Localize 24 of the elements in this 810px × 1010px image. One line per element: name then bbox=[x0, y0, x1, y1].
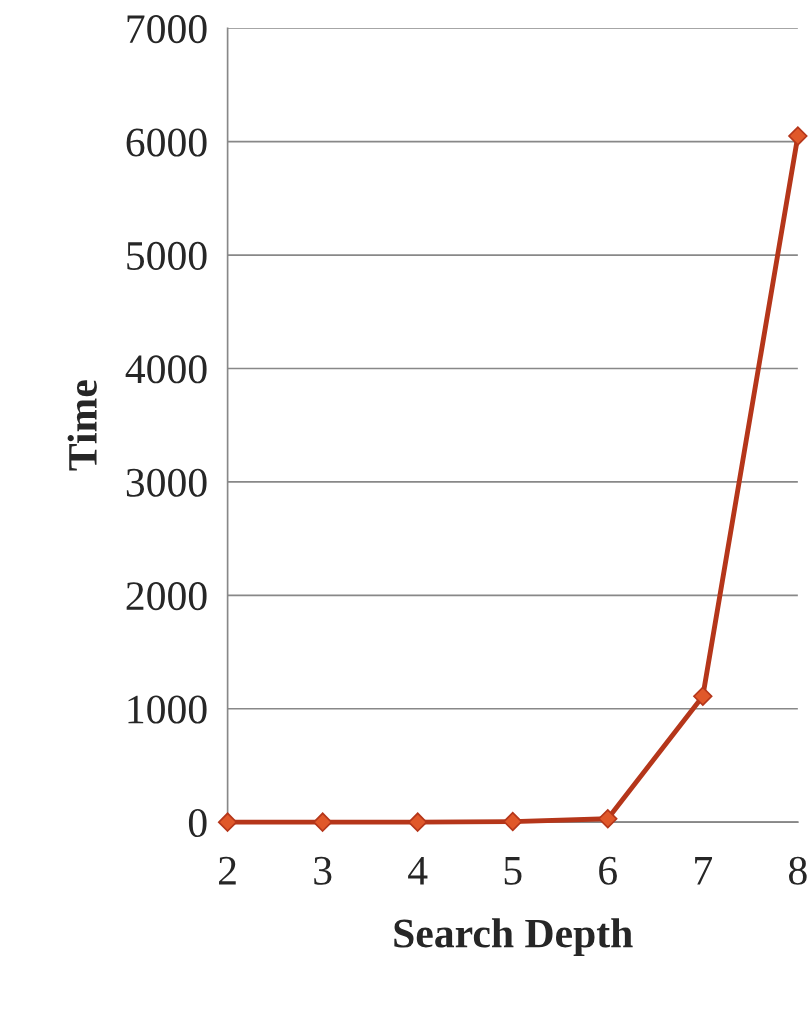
x-tick-label: 8 bbox=[789, 856, 807, 885]
point bbox=[312, 812, 333, 832]
x-tick-label: 3 bbox=[314, 856, 332, 885]
y-tick-label: 4000 bbox=[125, 355, 207, 384]
y-tick-label: 3000 bbox=[126, 468, 207, 497]
y-tick-label: 5000 bbox=[127, 241, 207, 270]
x-tick-label: 5 bbox=[504, 857, 522, 885]
x-axis-title: Search Depth bbox=[394, 918, 633, 957]
y-tick-label: 0 bbox=[188, 808, 207, 838]
x-tick-label: 2 bbox=[219, 856, 236, 885]
x-tick-label: 7 bbox=[695, 857, 713, 885]
point bbox=[598, 809, 618, 829]
y-axis-title: Time bbox=[67, 380, 97, 471]
point bbox=[408, 812, 428, 832]
y-tick-label: 6000 bbox=[126, 128, 207, 157]
point bbox=[693, 686, 713, 706]
point bbox=[503, 811, 523, 832]
y-tick-label: 7000 bbox=[127, 15, 207, 44]
y-tick-label: 1000 bbox=[128, 695, 207, 724]
y-tick-label: 2000 bbox=[126, 582, 207, 611]
point bbox=[217, 812, 238, 832]
point bbox=[788, 126, 808, 146]
x-tick-label: 6 bbox=[599, 856, 617, 885]
x-tick-label: 4 bbox=[408, 856, 428, 885]
